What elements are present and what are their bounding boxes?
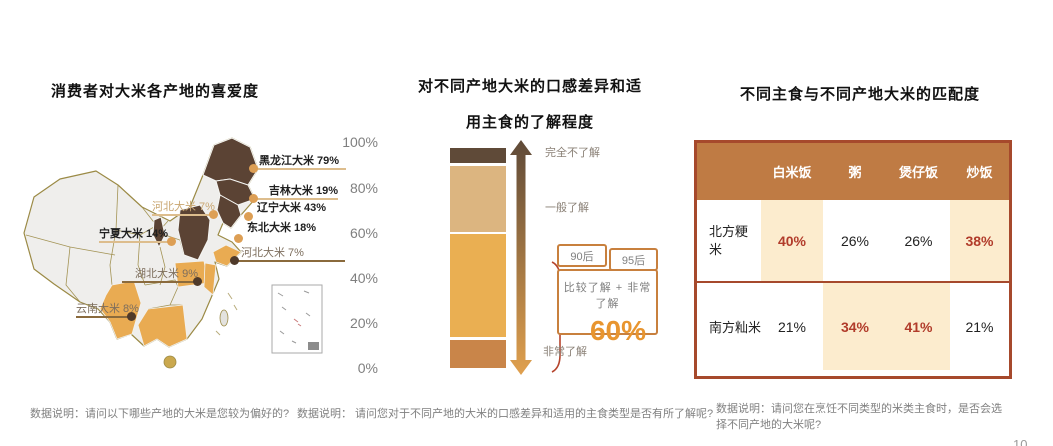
map-label-hebei-dark: 河北大米 7%	[230, 244, 345, 265]
map-marker-dot	[167, 237, 176, 246]
scale-label-top: 完全不了解	[545, 147, 600, 159]
map-label-yunnan: 云南大米 8%	[76, 300, 139, 321]
map-label-heilongjiang: 黑龙江大米 79%	[249, 152, 346, 173]
map-marker-dot	[249, 194, 258, 203]
col-header-rice: 白米饭	[761, 143, 823, 200]
awareness-panel: 对不同产地大米的口感差异和适 用主食的了解程度	[390, 0, 680, 446]
sea-inset	[271, 284, 323, 354]
taiwan-island	[219, 309, 229, 327]
scale-label-bottom: 非常了解	[543, 346, 587, 358]
table-corner-cell	[697, 143, 761, 200]
cohort-badge-95s: 95后	[609, 248, 658, 271]
y-tick-0: 0%	[357, 360, 378, 376]
map-marker-dot	[127, 312, 136, 321]
awareness-callout: 比较了解 + 非常了解 60%	[557, 269, 658, 346]
awareness-note: 数据说明： 请问您对于不同产地的大米的口感差异和适用的主食类型是否有所了解呢?	[297, 408, 714, 420]
hainan-island	[163, 355, 177, 369]
page-number: 10	[1013, 437, 1028, 446]
preference-panel: 消费者对大米各产地的喜爱度 100% 80% 60% 40% 20% 0%	[0, 0, 390, 446]
map-label-dongbei: 东北大米 18%	[234, 219, 316, 243]
matching-note: 数据说明：请问您在烹饪不同类型的米类主食时，是否会选择不同产地的大米呢?	[716, 403, 1002, 431]
matching-title: 不同主食与不同产地大米的匹配度	[739, 86, 980, 103]
col-header-claypot: 煲仔饭	[887, 143, 950, 200]
map-marker-dot	[244, 212, 253, 221]
map-marker-dot	[234, 234, 243, 243]
cell-north-claypot: 26%	[887, 200, 950, 283]
cell-south-friedrice: 21%	[965, 318, 994, 335]
callout-label: 比较了解 + 非常了解	[563, 282, 652, 310]
map-label-jilin: 吉林大米 19%	[249, 182, 338, 203]
scale-label-middle: 一般了解	[545, 202, 589, 214]
y-tick-20: 20%	[349, 315, 378, 331]
map-marker-dot	[193, 277, 202, 286]
cell-south-rice: 21%	[777, 318, 807, 335]
cell-north-congee: 26%	[823, 200, 887, 283]
matching-table: 白米饭 粥 煲仔饭 炒饭 北方粳米 40% 26% 26% 38% 南方籼米 2…	[694, 140, 1012, 379]
cell-south-claypot: 41%	[887, 283, 950, 370]
bar-segment-good-knowledge	[450, 234, 506, 337]
row-header-southern-indica: 南方籼米	[709, 320, 762, 335]
map-marker-dot	[230, 256, 239, 265]
bar-segment-no-knowledge	[450, 148, 506, 163]
awareness-title-line1: 对不同产地大米的口感差异和适	[417, 78, 642, 95]
map-label-liaoning: 辽宁大米 43%	[244, 199, 326, 221]
y-tick-60: 60%	[349, 225, 378, 241]
y-tick-40: 40%	[349, 270, 378, 286]
cohort-badge-90s: 90后	[557, 244, 607, 267]
coastal-islands	[215, 292, 238, 336]
bar-segment-some-knowledge	[450, 166, 506, 232]
cell-north-rice: 40%	[761, 200, 823, 283]
awareness-title-line2: 用主食的了解程度	[465, 114, 594, 131]
map-label-hebei-light: 河北大米 7%	[152, 198, 218, 219]
map-marker-dot	[209, 210, 218, 219]
callout-value: 60%	[589, 315, 646, 346]
preference-note: 数据说明：请问以下哪些产地的大米是您较为偏好的?	[30, 408, 290, 420]
map-label-hubei: 湖北大米 9%	[122, 265, 202, 286]
col-header-congee: 粥	[823, 143, 887, 200]
preference-title: 消费者对大米各产地的喜爱度	[50, 83, 259, 100]
row-header-northern-japonica: 北方粳米	[697, 200, 761, 283]
cell-south-congee: 34%	[823, 283, 887, 370]
col-header-friedrice: 炒饭	[950, 143, 1009, 200]
map-marker-dot	[249, 164, 258, 173]
dark-provinces	[152, 137, 259, 261]
y-tick-80: 80%	[349, 180, 378, 196]
cell-north-friedrice: 38%	[950, 200, 1009, 283]
y-tick-100: 100%	[342, 134, 378, 150]
map-label-ningxia: 宁夏大米 14%	[99, 225, 176, 246]
double-arrow-icon	[510, 140, 532, 375]
bar-segment-full-knowledge	[450, 340, 506, 368]
